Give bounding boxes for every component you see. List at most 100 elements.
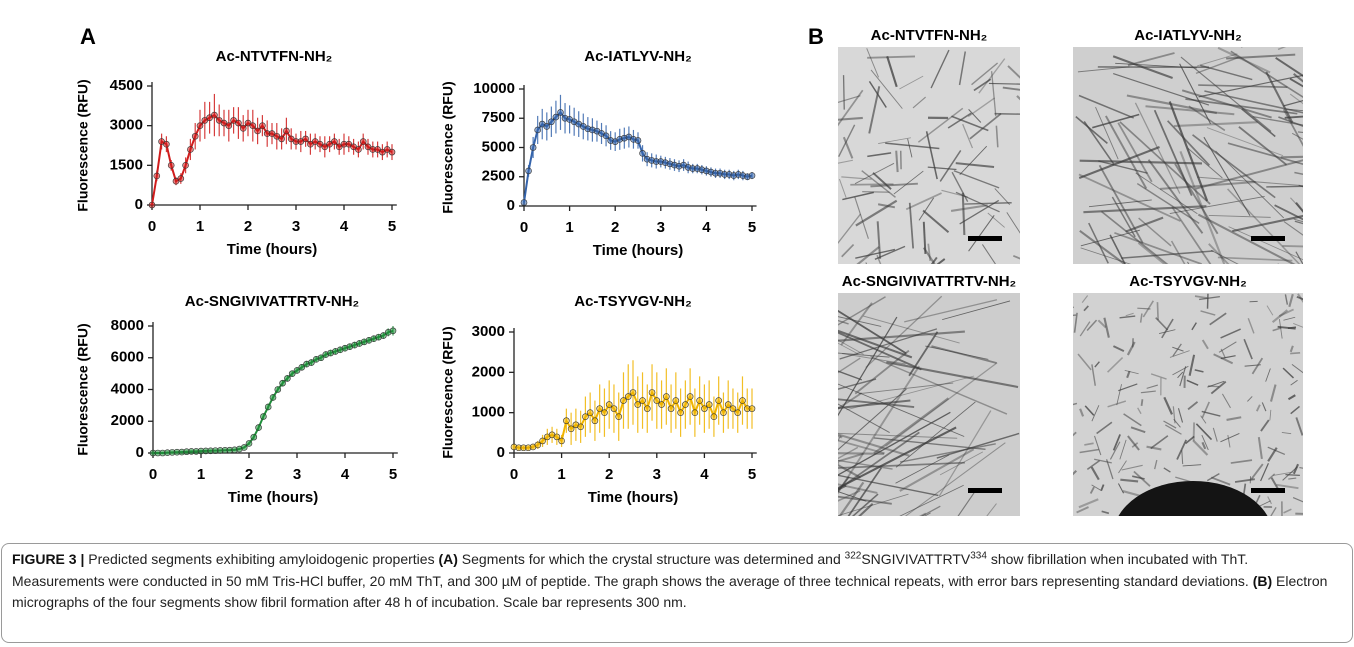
fibril — [1002, 86, 1020, 91]
fibril — [1094, 435, 1102, 456]
y-tick-label: 1000 — [472, 404, 505, 421]
fibril — [838, 330, 965, 342]
fibril — [838, 459, 893, 470]
fibril — [912, 96, 927, 109]
fibril — [877, 203, 896, 209]
data-point — [582, 413, 589, 421]
fibril — [1137, 242, 1166, 264]
fibril — [1230, 459, 1253, 464]
fibril — [838, 481, 865, 516]
fibril — [1126, 94, 1218, 115]
fibril — [1209, 312, 1227, 326]
fibril — [990, 71, 997, 117]
x-tick-label: 4 — [700, 466, 709, 483]
fibril — [950, 204, 988, 212]
caption-text: Segments for which the crystal structure… — [461, 551, 841, 567]
fibril — [1284, 115, 1303, 119]
data-point — [284, 375, 291, 382]
fibril — [1195, 56, 1239, 75]
fibril — [1012, 254, 1020, 260]
x-tick-label: 4 — [340, 218, 349, 235]
data-point — [259, 122, 266, 129]
micrograph-title: Ac-NTVTFN-NH₂ — [871, 27, 988, 44]
fibril — [1140, 399, 1144, 407]
data-point — [696, 397, 703, 404]
fibril — [1078, 94, 1134, 119]
fibril — [1201, 410, 1221, 417]
fibril — [838, 352, 890, 358]
x-tick-label: 2 — [605, 466, 613, 483]
data-point — [586, 409, 594, 416]
fibril — [1267, 473, 1276, 481]
fibril — [1083, 205, 1207, 214]
fibril — [1220, 433, 1240, 443]
fibril — [968, 109, 982, 123]
fibril — [840, 302, 873, 346]
data-point — [288, 370, 296, 377]
fibril — [1180, 56, 1272, 132]
x-axis-label: Time (hours) — [228, 489, 319, 506]
fibril — [1291, 363, 1303, 374]
fibril — [1287, 394, 1296, 401]
data-point — [557, 109, 564, 116]
fibril — [1109, 234, 1126, 264]
fibril — [1247, 396, 1253, 402]
data-point — [739, 397, 746, 404]
fibril — [1272, 327, 1282, 332]
fibril — [1179, 63, 1212, 125]
fibril — [1172, 346, 1184, 352]
fibril — [846, 375, 975, 411]
data-point — [539, 437, 546, 445]
fibril — [838, 178, 847, 198]
fibril — [1095, 106, 1119, 160]
fibril — [908, 202, 915, 249]
fibril — [842, 353, 906, 365]
fibril — [1292, 463, 1300, 475]
fibril — [1119, 315, 1136, 319]
micrograph-background — [1073, 293, 1303, 516]
fibril — [1150, 435, 1169, 450]
fibril — [1286, 108, 1303, 112]
fibril — [1277, 47, 1287, 51]
data-point — [153, 172, 161, 180]
fibril — [1226, 416, 1242, 421]
fibril — [873, 437, 986, 450]
fibril — [899, 443, 996, 463]
fibril — [899, 448, 975, 492]
fibril — [1165, 424, 1182, 435]
y-tick-label: 3000 — [472, 323, 505, 340]
fibril — [1118, 383, 1138, 392]
fibril — [1244, 364, 1261, 367]
fibril — [1292, 497, 1303, 503]
fibril — [1131, 442, 1139, 448]
fibril — [1006, 212, 1020, 234]
fibril — [1132, 475, 1145, 480]
fibril — [1278, 318, 1283, 339]
fibril — [854, 196, 869, 239]
fibril — [1266, 185, 1303, 188]
panel-label: B — [808, 24, 824, 49]
fibril — [1103, 317, 1110, 338]
caption-text: Predicted segments exhibiting amyloidoge… — [88, 551, 435, 567]
data-point — [705, 401, 713, 408]
fibril — [1192, 134, 1276, 199]
fibril — [939, 451, 984, 476]
fibril — [1251, 357, 1264, 375]
fibril — [838, 116, 863, 121]
fibril — [1124, 369, 1139, 375]
fibril — [955, 191, 1000, 213]
fibril — [1084, 442, 1094, 446]
fibril — [1117, 483, 1125, 494]
fibril — [1243, 338, 1253, 360]
fibril — [1126, 341, 1136, 356]
fibril — [838, 493, 909, 516]
x-tick-label: 2 — [245, 466, 253, 483]
y-axis-label: Fluorescence (RFU) — [75, 323, 91, 455]
fibril — [961, 192, 966, 236]
fibril — [1155, 317, 1169, 331]
fibril — [1084, 405, 1095, 416]
y-tick-label: 4000 — [111, 380, 144, 397]
fibril — [838, 316, 898, 417]
fibril — [904, 442, 1006, 516]
